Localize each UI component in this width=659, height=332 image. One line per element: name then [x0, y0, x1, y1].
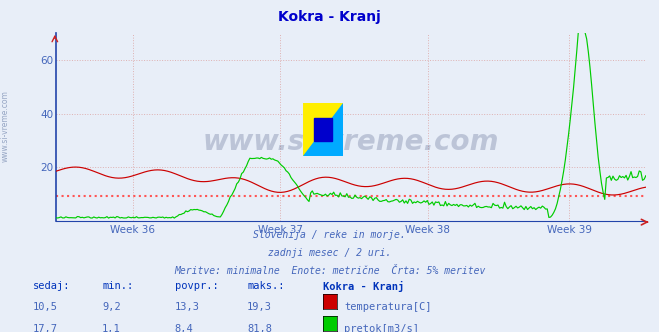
Text: www.si-vreme.com: www.si-vreme.com — [203, 128, 499, 156]
Text: Slovenija / reke in morje.: Slovenija / reke in morje. — [253, 230, 406, 240]
Text: www.si-vreme.com: www.si-vreme.com — [1, 90, 10, 162]
Text: 13,3: 13,3 — [175, 302, 200, 312]
Text: pretok[m3/s]: pretok[m3/s] — [344, 324, 419, 332]
Text: maks.:: maks.: — [247, 281, 285, 290]
Polygon shape — [303, 103, 343, 156]
Text: temperatura[C]: temperatura[C] — [344, 302, 432, 312]
Text: Meritve: minimalne  Enote: metrične  Črta: 5% meritev: Meritve: minimalne Enote: metrične Črta:… — [174, 266, 485, 276]
Text: Kokra - Kranj: Kokra - Kranj — [323, 281, 404, 291]
Text: 81,8: 81,8 — [247, 324, 272, 332]
Text: 9,2: 9,2 — [102, 302, 121, 312]
Text: Kokra - Kranj: Kokra - Kranj — [278, 10, 381, 24]
Text: min.:: min.: — [102, 281, 133, 290]
Text: 8,4: 8,4 — [175, 324, 193, 332]
Text: 19,3: 19,3 — [247, 302, 272, 312]
Text: 1,1: 1,1 — [102, 324, 121, 332]
Polygon shape — [303, 103, 343, 156]
Text: 10,5: 10,5 — [33, 302, 58, 312]
Text: zadnji mesec / 2 uri.: zadnji mesec / 2 uri. — [268, 248, 391, 258]
Polygon shape — [314, 118, 331, 141]
Text: sedaj:: sedaj: — [33, 281, 71, 290]
Text: 17,7: 17,7 — [33, 324, 58, 332]
Text: povpr.:: povpr.: — [175, 281, 218, 290]
